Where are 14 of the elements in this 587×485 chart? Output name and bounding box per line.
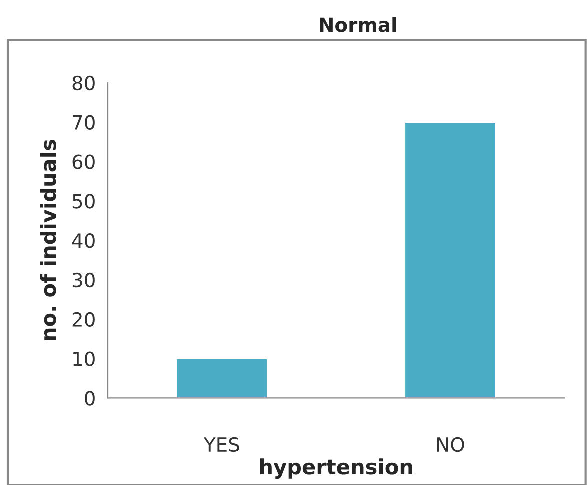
y-tick-label: 50 bbox=[72, 194, 95, 209]
y-tick-label: 20 bbox=[72, 312, 95, 328]
y-tick-label: 0 bbox=[85, 391, 95, 406]
x-axis-title: hypertension bbox=[260, 458, 412, 479]
x-tick-label: YES bbox=[204, 437, 240, 452]
y-tick-label: 10 bbox=[74, 352, 95, 366]
y-tick-label: 40 bbox=[72, 234, 95, 248]
x-tick-label: NO bbox=[438, 437, 464, 452]
y-axis-title: no. of individuals bbox=[40, 140, 56, 340]
chart-title: Normal bbox=[320, 17, 396, 32]
y-tick-label: 30 bbox=[72, 272, 95, 288]
y-tick-label: 70 bbox=[73, 115, 95, 130]
y-tick-label: 60 bbox=[72, 154, 95, 170]
y-tick-label: 80 bbox=[72, 76, 95, 91]
